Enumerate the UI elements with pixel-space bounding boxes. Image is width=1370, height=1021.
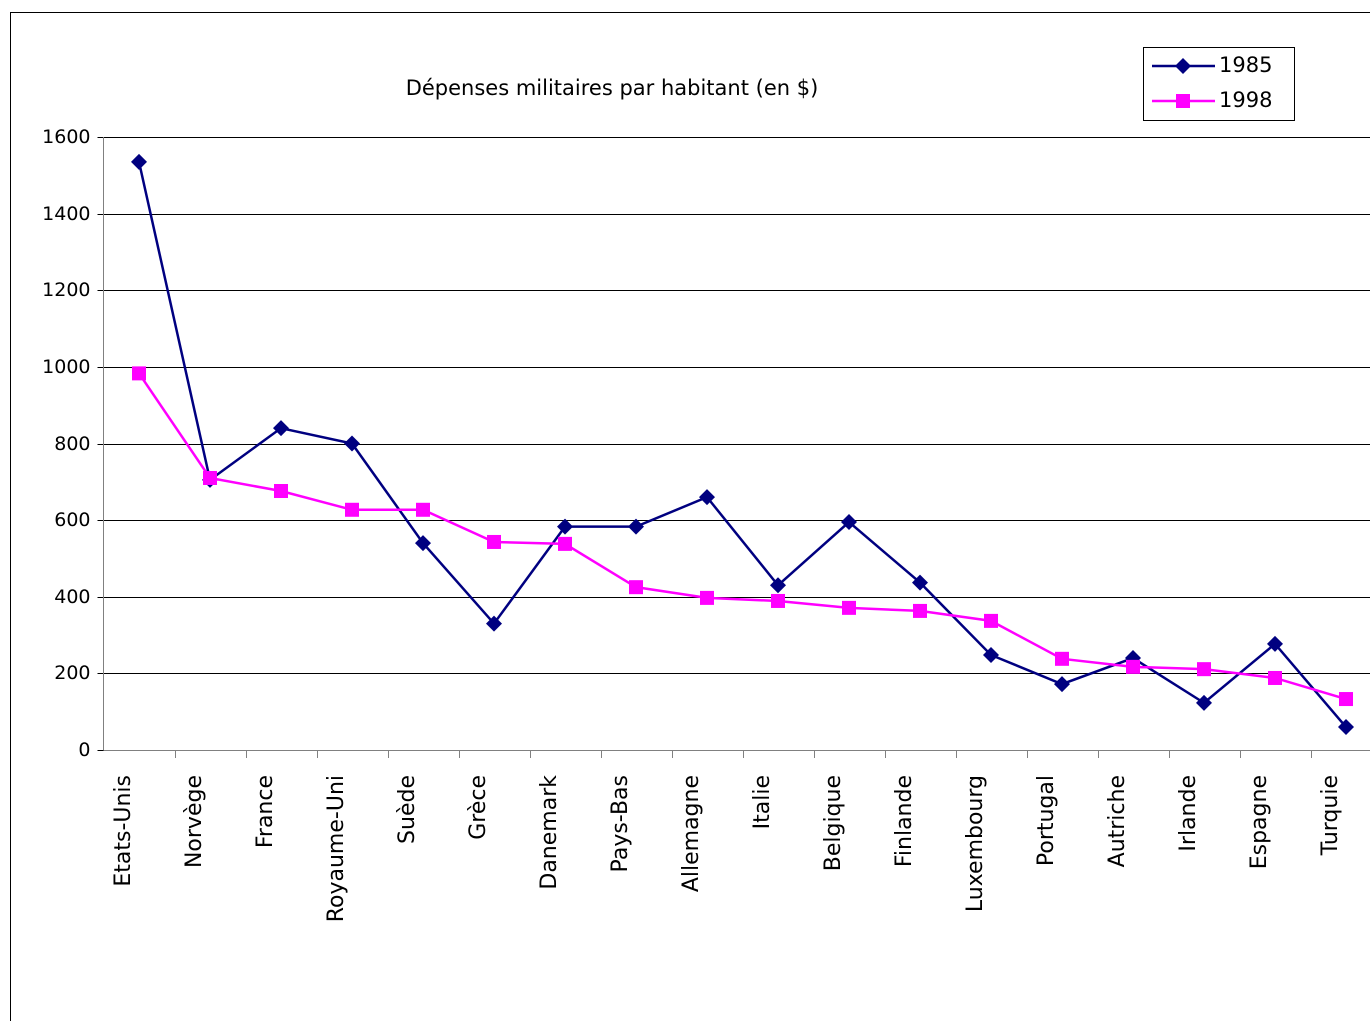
- marker: [629, 580, 643, 595]
- marker: [699, 489, 715, 506]
- marker: [1197, 662, 1211, 677]
- marker: [415, 535, 431, 552]
- x-tick-label: Finlande: [892, 775, 917, 867]
- marker: [273, 420, 289, 437]
- marker: [345, 502, 359, 517]
- x-tick-label: Royaume-Uni: [324, 775, 349, 922]
- marker: [1175, 58, 1191, 74]
- y-tick-label: 600: [54, 509, 90, 531]
- marker: [203, 470, 217, 485]
- x-tick-label: Norvège: [182, 775, 207, 868]
- x-tick-label: Italie: [750, 775, 775, 829]
- x-tick-label: Turquie: [1318, 775, 1343, 856]
- marker: [1338, 719, 1354, 736]
- y-tick-label: 200: [54, 662, 90, 684]
- marker: [557, 518, 573, 535]
- marker: [274, 484, 288, 499]
- x-tick-label: Autriche: [1105, 775, 1130, 867]
- x-tick-label: Portugal: [1034, 775, 1059, 866]
- marker: [558, 536, 572, 551]
- marker: [416, 502, 430, 517]
- marker: [700, 590, 714, 605]
- x-tick-label: Suède: [395, 775, 420, 844]
- series-line: [137, 161, 1347, 728]
- legend-label: 1985: [1219, 53, 1272, 77]
- chart-title: Dépenses militaires par habitant (en $): [406, 76, 819, 100]
- marker: [842, 600, 856, 615]
- marker: [487, 534, 501, 549]
- y-tick-label: 1000: [42, 356, 90, 378]
- marker: [132, 366, 146, 381]
- marker: [983, 646, 999, 663]
- marker: [1339, 692, 1353, 707]
- marker: [913, 603, 927, 618]
- y-tick-label: 400: [54, 586, 90, 608]
- marker: [486, 615, 502, 632]
- marker: [131, 153, 147, 170]
- marker: [912, 574, 928, 591]
- marker: [771, 593, 785, 608]
- series-line: [137, 372, 1347, 701]
- y-tick-label: 0: [78, 739, 90, 761]
- x-tick-label: Pays-Bas: [608, 775, 633, 872]
- x-tick-label: Luxembourg: [963, 775, 988, 912]
- x-tick-label: Etats-Unis: [111, 775, 136, 887]
- x-tick-label: Espagne: [1247, 775, 1272, 869]
- marker: [1268, 670, 1282, 685]
- x-tick-label: Allemagne: [679, 775, 704, 892]
- y-tick-label: 800: [54, 433, 90, 455]
- marker: [1054, 676, 1070, 693]
- legend-box: [1143, 47, 1295, 121]
- x-tick-label: Belgique: [821, 775, 846, 871]
- marker: [1176, 94, 1190, 108]
- legend-label: 1998: [1219, 88, 1272, 112]
- marker: [1055, 651, 1069, 666]
- y-tick-label: 1600: [42, 126, 90, 148]
- marker: [1267, 635, 1283, 652]
- marker: [628, 518, 644, 535]
- marker: [344, 435, 360, 452]
- x-tick-label: France: [253, 775, 278, 848]
- y-tick-label: 1200: [42, 279, 90, 301]
- marker: [1196, 694, 1212, 711]
- marker: [984, 613, 998, 628]
- marker: [1126, 659, 1140, 674]
- chart-border: [10, 12, 1370, 1021]
- x-tick-label: Danemark: [537, 775, 562, 890]
- marker: [770, 577, 786, 594]
- x-tick-label: Irlande: [1176, 775, 1201, 852]
- x-tick-label: Grèce: [466, 775, 491, 840]
- marker: [841, 514, 857, 531]
- y-tick-label: 1400: [42, 203, 90, 225]
